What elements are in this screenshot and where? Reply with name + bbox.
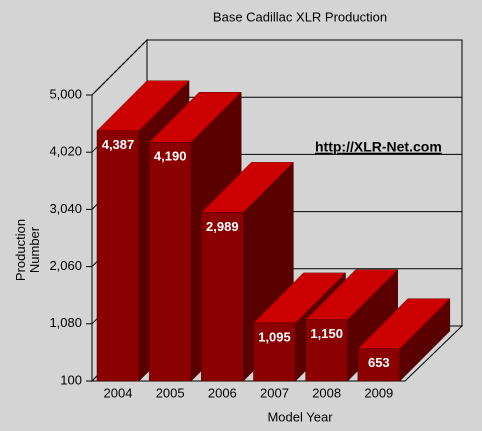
x-tick-label: 2008	[312, 385, 341, 400]
bar	[305, 319, 348, 382]
x-tick-label: 2006	[208, 385, 237, 400]
x-tick-label: 2009	[364, 385, 393, 400]
y-tick-label: 5,000	[49, 86, 82, 101]
y-tick-label: 4,020	[49, 144, 82, 159]
x-tick-label: 2004	[104, 385, 133, 400]
data-label: 4,387	[102, 137, 135, 152]
chart-title: Base Cadillac XLR Production	[213, 9, 387, 24]
bar	[357, 348, 401, 382]
y-axis-title: Production Number	[13, 218, 42, 282]
y-tick-label: 1,080	[49, 315, 82, 330]
grid-line	[91, 39, 462, 96]
data-label: 2,989	[206, 219, 239, 234]
x-axis-title: Model Year	[267, 409, 333, 424]
data-label: 1,095	[258, 329, 291, 344]
data-label: 1,150	[310, 326, 343, 341]
bar	[148, 142, 192, 382]
y-tick-label: 3,040	[49, 201, 82, 216]
bar	[253, 322, 296, 382]
data-label: 4,190	[154, 149, 187, 164]
annotation: http://XLR-Net.com	[315, 139, 442, 155]
y-tick-label: 100	[60, 372, 82, 387]
bar	[201, 212, 244, 382]
data-label: 653	[368, 355, 390, 370]
x-tick-label: 2007	[260, 385, 289, 400]
bar	[96, 130, 140, 382]
x-tick-label: 2005	[156, 385, 185, 400]
y-tick-label: 2,060	[49, 258, 82, 273]
